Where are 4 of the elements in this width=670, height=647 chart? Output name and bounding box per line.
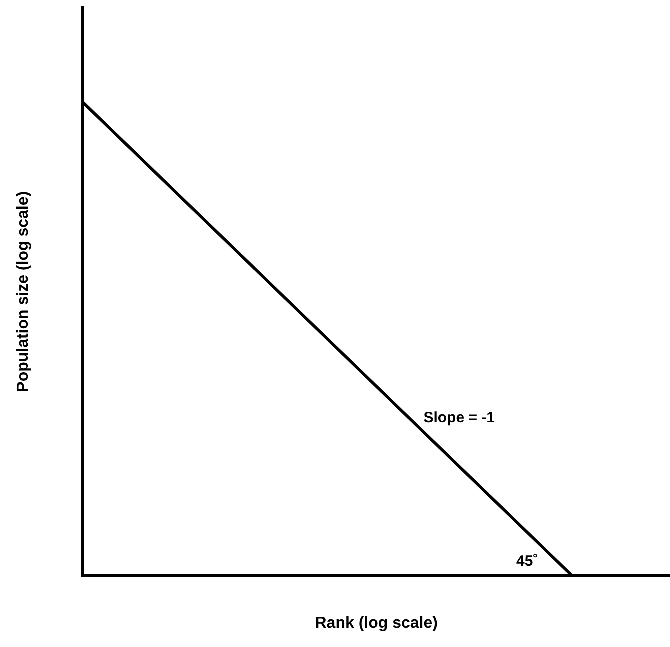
y-axis-title: Population size (log scale) bbox=[15, 191, 32, 392]
annotation: 45˚ bbox=[516, 552, 538, 570]
x-axis-title: Rank (log scale) bbox=[315, 614, 438, 632]
annotation: Slope = -1 bbox=[424, 410, 495, 427]
